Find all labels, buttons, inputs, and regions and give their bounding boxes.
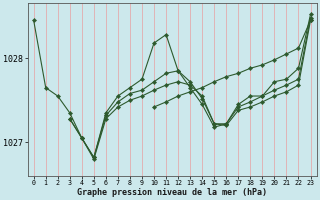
X-axis label: Graphe pression niveau de la mer (hPa): Graphe pression niveau de la mer (hPa) xyxy=(77,188,267,197)
